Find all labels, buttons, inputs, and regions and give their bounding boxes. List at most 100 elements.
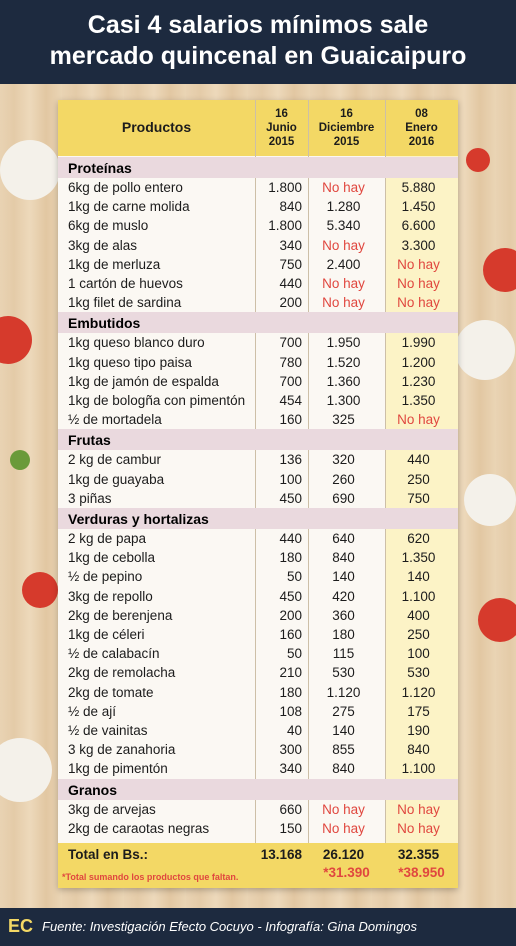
section-name: Frutas [68, 432, 111, 449]
section-name: Proteínas [68, 160, 132, 176]
adjusted-total: *38.950 [398, 865, 445, 880]
price: 180 [279, 550, 302, 566]
product-name: 1kg de bologña con pimentón [68, 393, 246, 408]
section-name: Granos [68, 781, 118, 798]
product-name: 1kg queso blanco duro [68, 335, 205, 351]
herb [10, 450, 30, 470]
price: 180 [332, 627, 355, 642]
total-value: 26.120 [322, 847, 365, 862]
price: 454 [279, 393, 302, 408]
price: 1.100 [401, 761, 436, 777]
price: 840 [332, 550, 355, 566]
price: 1.300 [326, 393, 361, 408]
price: No hay [397, 295, 440, 311]
product-name: 2kg de tomate [68, 684, 154, 700]
price: 140 [407, 569, 430, 585]
price: No hay [397, 276, 440, 291]
price: 750 [279, 256, 302, 272]
price: 140 [332, 723, 355, 738]
price: 40 [286, 723, 302, 738]
price: 340 [279, 237, 302, 253]
price: 160 [279, 412, 302, 428]
header-line: 2015 [333, 136, 360, 148]
garlic [0, 140, 60, 200]
price: 136 [279, 452, 302, 468]
price: 3.300 [401, 237, 436, 253]
price: 620 [407, 531, 430, 546]
header: Casi 4 salarios mínimos sale mercado qui… [0, 0, 516, 84]
price: 6.600 [401, 218, 436, 234]
price: 340 [279, 761, 302, 777]
price: 180 [279, 684, 302, 700]
price: 1.800 [268, 180, 302, 195]
product-name: ½ de vainitas [68, 723, 148, 738]
price: No hay [322, 180, 365, 195]
header-line: Enero [405, 122, 438, 134]
price: 2.400 [326, 256, 361, 272]
header-line: Junio [266, 122, 297, 134]
total-row: Total en Bs.: 13.168 26.120 32.355 *31.390 *3… [58, 843, 458, 888]
price: 1.360 [326, 373, 361, 389]
section-row: Embutidos [58, 312, 458, 334]
price: No hay [397, 412, 440, 428]
price: 690 [332, 490, 355, 506]
price: 200 [279, 607, 302, 623]
price: 840 [279, 199, 302, 215]
section-name: Verduras y hortalizas [68, 511, 209, 527]
price: 250 [407, 627, 430, 642]
price: 640 [332, 531, 355, 546]
product-name: 2kg de berenjena [68, 607, 173, 623]
price: 100 [279, 471, 302, 487]
product-name: 1kg queso tipo paisa [68, 354, 192, 370]
column-divider [308, 100, 309, 888]
price: 1.280 [326, 199, 361, 215]
price: 530 [407, 665, 430, 681]
product-name: 1kg de cebolla [68, 550, 156, 566]
total-value: 13.168 [260, 847, 302, 862]
price: 150 [279, 820, 302, 836]
price: 175 [407, 703, 430, 719]
section-row: Frutas [58, 429, 458, 451]
price: 1.230 [401, 373, 436, 389]
price: 700 [279, 373, 302, 389]
section-row: Granos [58, 778, 458, 800]
price: 275 [332, 703, 355, 719]
product-name: 1 cartón de huevos [68, 276, 183, 291]
price: 840 [332, 761, 355, 777]
price: 1.990 [401, 335, 436, 351]
header-line: 08 [415, 108, 428, 120]
section-name: Embutidos [68, 315, 141, 332]
product-name: 3 piñas [68, 490, 112, 506]
price: 400 [407, 607, 430, 623]
price: 1.950 [326, 335, 361, 351]
price: 750 [407, 490, 430, 506]
column-header: 16 Junio 2015 [255, 107, 308, 149]
price: 200 [279, 295, 302, 311]
price: 5.880 [401, 180, 436, 195]
price: 190 [407, 723, 430, 738]
price: 50 [286, 646, 302, 662]
column-divider [385, 100, 386, 888]
price: 1.800 [268, 218, 302, 234]
price: No hay [322, 276, 365, 291]
product-name: ½ de mortadela [68, 412, 162, 428]
price: 250 [407, 471, 430, 487]
price: 210 [279, 665, 302, 681]
price: 780 [279, 354, 302, 370]
table-header: Productos 16 Junio 2015 16 Diciembre 2015 08 Ene… [58, 100, 458, 156]
section-row: Proteínas [58, 157, 458, 178]
product-name: 2kg de caraotas negras [68, 820, 210, 836]
product-name: 1kg de merluza [68, 256, 161, 272]
tomato [483, 248, 516, 292]
price-table: Productos 16 Junio 2015 16 Diciembre 2015 08 Ene… [58, 100, 458, 888]
price: No hay [322, 801, 365, 817]
price: 450 [279, 490, 302, 506]
product-name: 6kg de pollo entero [68, 180, 183, 195]
price: 1.520 [326, 354, 361, 370]
product-name: 6kg de muslo [68, 218, 149, 234]
tomato [22, 572, 58, 608]
garlic [0, 738, 52, 802]
total-label: Total en Bs.: [68, 847, 149, 862]
